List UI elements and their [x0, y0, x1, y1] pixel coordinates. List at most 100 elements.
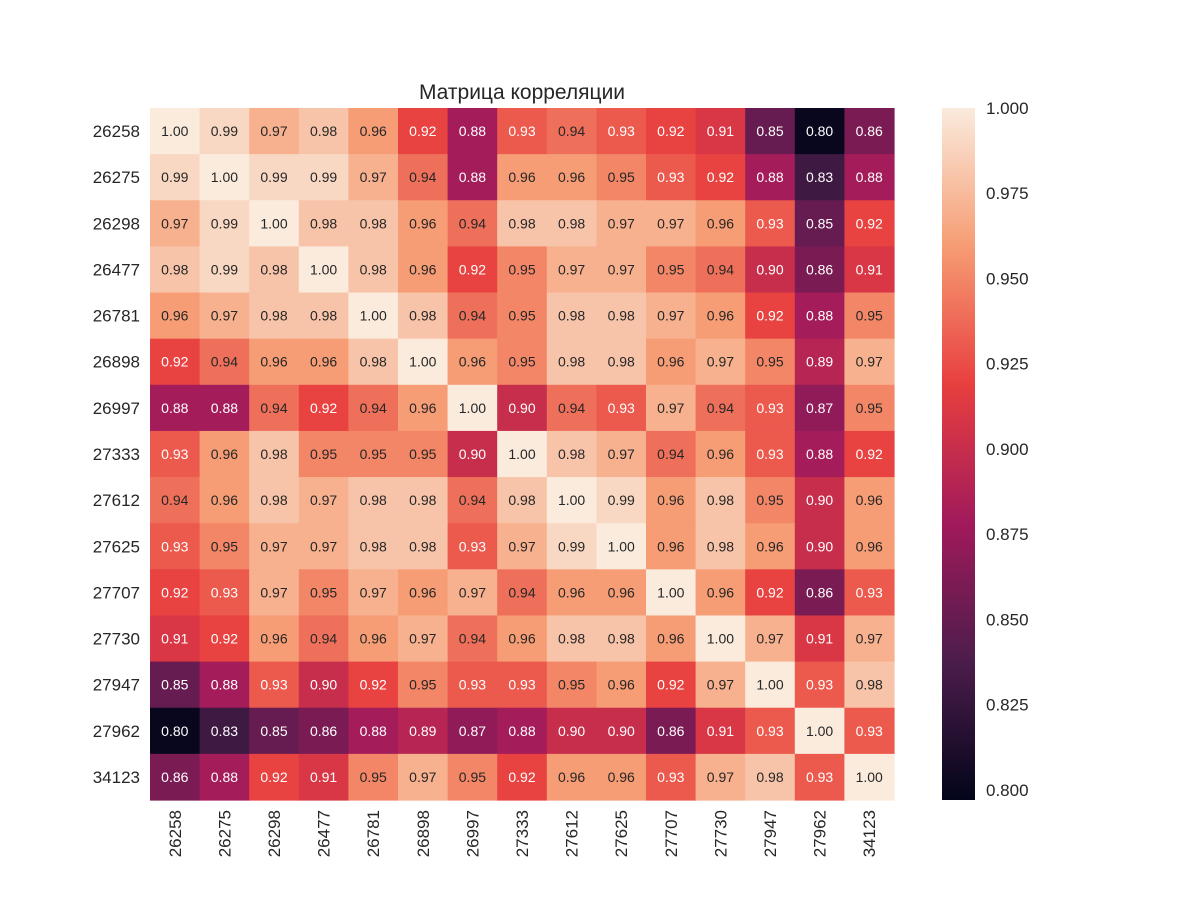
cell-value-label: 0.96 [211, 446, 238, 462]
heatmap-cell [398, 154, 449, 201]
heatmap-cell [398, 338, 449, 386]
x-tick-label: 27333 [513, 810, 532, 857]
chart-title: Матрица корреляции [419, 81, 625, 104]
heatmap-cell [695, 246, 746, 294]
cell-value-label: 0.98 [558, 354, 585, 370]
cell-value-label: 1.00 [608, 538, 635, 554]
heatmap-cell [199, 154, 250, 201]
heatmap-cell [844, 430, 895, 478]
heatmap-cell [546, 108, 597, 155]
cell-value-label: 0.89 [409, 723, 436, 739]
cell-value-label: 0.93 [756, 723, 783, 739]
heatmap-cell [249, 477, 300, 524]
heatmap-cell [794, 477, 845, 524]
cell-value-label: 1.00 [211, 169, 238, 185]
cell-value-label: 0.88 [211, 677, 238, 693]
cell-value-label: 0.98 [409, 538, 436, 554]
cell-value-label: 1.00 [657, 584, 684, 600]
heatmap-cell [497, 154, 548, 201]
heatmap-cell [199, 477, 250, 524]
heatmap-cell [646, 753, 697, 801]
heatmap-cell [596, 615, 647, 663]
y-tick-label: 26898 [93, 353, 140, 372]
heatmap-cell [150, 430, 201, 478]
heatmap-cell [546, 200, 597, 247]
cell-value-label: 0.90 [756, 261, 783, 277]
cell-value-label: 0.92 [756, 584, 783, 600]
cell-value-label: 0.90 [310, 677, 337, 693]
cell-value-label: 0.93 [608, 123, 635, 139]
heatmap-cell [150, 615, 201, 663]
cell-value-label: 0.95 [360, 446, 387, 462]
heatmap-cell [447, 430, 498, 478]
cell-value-label: 0.89 [806, 354, 833, 370]
cell-value-label: 0.98 [360, 354, 387, 370]
heatmap-cell [745, 707, 796, 755]
cell-value-label: 0.98 [260, 261, 287, 277]
cell-value-label: 0.97 [161, 215, 188, 231]
cell-value-label: 0.93 [161, 538, 188, 554]
cell-value-label: 0.97 [856, 354, 883, 370]
y-tick-label: 26258 [93, 122, 140, 141]
cell-value-label: 0.85 [806, 215, 833, 231]
cell-value-label: 0.94 [211, 354, 238, 370]
cell-value-label: 0.88 [161, 400, 188, 416]
heatmap-cell [249, 246, 300, 294]
heatmap-cell [794, 569, 845, 617]
heatmap-cell [646, 661, 697, 709]
heatmap-cell [596, 569, 647, 617]
heatmap-cell-labels: 1.00 0.99 0.97 0.98 0.96 0.92 0.88 0.93 0.94 0.93… [161, 123, 883, 785]
cell-value-label: 0.96 [657, 631, 684, 647]
cell-value-label: 0.97 [409, 769, 436, 785]
cell-value-label: 0.98 [558, 215, 585, 231]
cell-value-label: 0.95 [508, 308, 535, 324]
cell-value-label: 0.85 [756, 123, 783, 139]
heatmap-cell [348, 477, 399, 524]
heatmap-cell [497, 246, 548, 294]
cell-value-label: 0.92 [707, 169, 734, 185]
heatmap-cell [695, 154, 746, 201]
heatmap-cell [745, 430, 796, 478]
cell-value-label: 0.94 [508, 584, 535, 600]
cell-value-label: 0.98 [707, 538, 734, 554]
cell-value-label: 1.00 [459, 400, 486, 416]
heatmap-cell [596, 523, 647, 570]
heatmap-cell [150, 200, 201, 247]
heatmap-cell [199, 292, 250, 340]
x-tick-label: 27947 [761, 810, 780, 857]
cell-value-label: 1.00 [558, 492, 585, 508]
heatmap-cell [794, 292, 845, 340]
cell-value-label: 0.90 [806, 492, 833, 508]
cell-value-label: 0.92 [856, 215, 883, 231]
heatmap-cell [794, 200, 845, 247]
heatmap-cell [298, 292, 349, 340]
cell-value-label: 0.98 [360, 261, 387, 277]
cell-value-label: 0.86 [806, 261, 833, 277]
y-tick-label: 27612 [93, 491, 140, 510]
cell-value-label: 0.93 [806, 769, 833, 785]
cell-value-label: 0.93 [508, 123, 535, 139]
heatmap-cell [695, 523, 746, 570]
cell-value-label: 0.86 [657, 723, 684, 739]
heatmap-cell [844, 477, 895, 524]
heatmap-cell [794, 523, 845, 570]
heatmap-cell [249, 384, 300, 432]
x-tick-label: 27612 [563, 810, 582, 857]
cell-value-label: 0.96 [707, 446, 734, 462]
heatmap-cell [497, 108, 548, 155]
heatmap-cell [695, 569, 746, 617]
cell-value-label: 0.92 [310, 400, 337, 416]
cell-value-label: 0.80 [161, 723, 188, 739]
heatmap-cell [298, 338, 349, 386]
heatmap-cell [348, 384, 399, 432]
cell-value-label: 0.95 [558, 677, 585, 693]
heatmap-cell [596, 384, 647, 432]
heatmap-cell [646, 384, 697, 432]
cell-value-label: 0.93 [756, 215, 783, 231]
heatmap-cell [249, 154, 300, 201]
heatmap-cell [447, 154, 498, 201]
heatmap-cell [150, 569, 201, 617]
heatmap-cell [199, 200, 250, 247]
cell-value-label: 0.94 [310, 631, 337, 647]
heatmap-cell [745, 477, 796, 524]
